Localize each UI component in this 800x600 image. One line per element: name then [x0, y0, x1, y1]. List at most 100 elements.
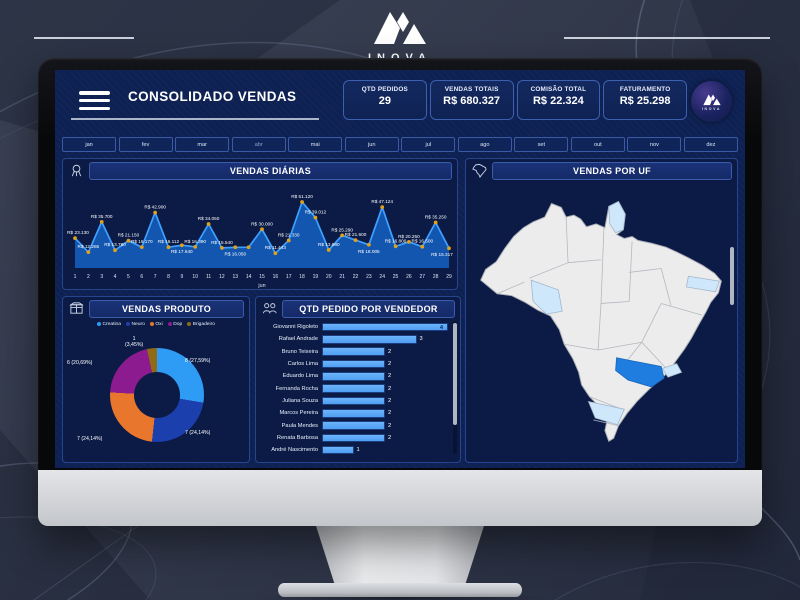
data-point-day-2[interactable] [86, 249, 91, 254]
panel-vendas-diarias: VENDAS DIÁRIAS R$ 23.130 1 R$ 12.265 2 R$ 35… [62, 158, 458, 290]
month-tab-jul[interactable]: jul [401, 137, 456, 152]
data-point-day-4[interactable] [113, 247, 117, 252]
vendor-bar[interactable] [322, 335, 417, 344]
dashboard-screen: CONSOLIDADO VENDAS QTD PEDIDOS 29 VENDAS … [55, 70, 745, 468]
month-tab-mar[interactable]: mar [175, 137, 230, 152]
month-tabs: jan fev mar abr mai jun jul ago set out nov dez [62, 137, 738, 152]
data-point-day-26[interactable] [407, 239, 411, 244]
legend-item-creatina[interactable]: Creatina [97, 322, 121, 327]
legend-dot-brigadeiro [187, 322, 192, 326]
data-point-day-27[interactable] [420, 244, 425, 249]
data-point-day-6[interactable] [139, 244, 144, 249]
x-axis-day-14: 14 [246, 274, 252, 280]
vendor-bar[interactable] [322, 408, 385, 418]
data-point-day-17[interactable] [286, 238, 291, 242]
data-point-day-22[interactable] [353, 237, 358, 242]
data-point-day-24[interactable] [380, 204, 385, 209]
x-axis-day-17: 17 [286, 274, 292, 280]
data-point-day-19[interactable] [313, 215, 318, 220]
point-label-day-1: R$ 23.130 [67, 230, 89, 235]
daily-sales-line-chart[interactable]: R$ 23.130 1 R$ 12.265 2 R$ 35.700 3 R$ 13.780 4… [63, 182, 457, 290]
vendor-value: 2 [388, 373, 392, 380]
vendor-name: Bruno Teixeira [281, 348, 318, 355]
vendor-scrollbar-thumb[interactable] [453, 323, 457, 425]
x-axis-day-10: 10 [192, 274, 198, 280]
data-point-day-1[interactable] [73, 235, 77, 240]
data-point-day-20[interactable] [326, 247, 331, 252]
vendor-row: André Nascimento 1 [260, 444, 448, 456]
data-point-day-11[interactable] [206, 221, 211, 226]
x-axis-day-7: 7 [154, 274, 157, 280]
data-point-day-25[interactable] [393, 243, 398, 248]
x-axis-day-8: 8 [167, 274, 170, 280]
month-tab-nov[interactable]: nov [627, 137, 682, 152]
data-point-day-12[interactable] [220, 245, 224, 250]
data-point-day-21[interactable] [340, 232, 345, 237]
brazil-choropleth-map[interactable] [471, 184, 733, 452]
month-tab-fev[interactable]: fev [118, 137, 173, 152]
data-point-day-29[interactable] [447, 245, 451, 250]
month-tab-jun[interactable]: jun [344, 137, 399, 152]
month-tab-abr[interactable]: abr [231, 137, 286, 152]
vendor-value: 2 [388, 410, 392, 417]
point-label-day-16: R$ 11.443 [265, 245, 287, 250]
monitor-stand-neck [315, 524, 485, 586]
data-point-day-18[interactable] [300, 199, 304, 204]
vendor-bar[interactable]: 4 [322, 322, 448, 332]
vendor-bar[interactable] [322, 396, 385, 406]
data-point-day-13[interactable] [233, 244, 238, 249]
vendor-bar[interactable] [322, 433, 385, 443]
product-donut-area: Creatina Neuro Oxi Dop Brigadeiro 8 (27,59%)… [63, 320, 249, 458]
month-tab-set[interactable]: set [514, 137, 569, 152]
point-label-day-2: R$ 12.265 [78, 244, 100, 249]
map-light-highlighted-states[interactable] [530, 200, 720, 425]
x-axis-day-1: 1 [74, 274, 77, 280]
legend-item-dop[interactable]: Dop [167, 322, 182, 327]
month-tab-mai[interactable]: mai [288, 137, 343, 152]
data-point-day-14[interactable] [246, 244, 251, 249]
x-axis-day-5: 5 [127, 274, 130, 280]
legend-item-oxi[interactable]: Oxi [149, 322, 163, 327]
vendor-bar[interactable] [322, 359, 385, 369]
vendor-row: Renata Barbosa 2 [260, 432, 448, 444]
vendor-bar[interactable] [322, 421, 385, 430]
map-scrollbar-thumb[interactable] [730, 247, 734, 305]
month-tab-jan[interactable]: jan [62, 137, 117, 152]
month-tab-ago[interactable]: ago [457, 137, 512, 152]
vendor-name: Rafael Andrade [278, 336, 318, 343]
panel-vendas-produto: VENDAS PRODUTO Creatina Neuro Oxi Dop Brigad… [62, 296, 250, 463]
x-axis-day-3: 3 [100, 274, 103, 280]
data-point-day-3[interactable] [99, 219, 104, 224]
data-point-day-10[interactable] [193, 244, 198, 249]
vendor-name: André Nascimento [271, 447, 318, 454]
point-label-day-10: R$ 16.390 [184, 238, 206, 243]
data-point-day-16[interactable] [273, 250, 278, 255]
data-point-day-9[interactable] [179, 242, 184, 247]
legend-item-neuro[interactable]: Neuro [126, 322, 145, 327]
data-point-day-28[interactable] [433, 220, 438, 224]
menu-icon[interactable] [79, 91, 110, 111]
x-axis-day-9: 9 [180, 274, 183, 280]
vendor-value: 2 [388, 348, 392, 355]
vendor-bar[interactable] [322, 445, 354, 455]
data-point-day-7[interactable] [153, 210, 158, 215]
vendor-bar[interactable] [322, 384, 385, 393]
map-strong-highlighted-state[interactable] [614, 356, 665, 387]
vendor-row: Marcos Pereira 2 [260, 407, 448, 419]
data-point-day-23[interactable] [366, 242, 371, 247]
product-donut-chart[interactable] [110, 347, 204, 442]
data-point-day-5[interactable] [126, 238, 131, 243]
vendor-name: Juliana Souza [282, 397, 318, 404]
data-point-day-15[interactable] [260, 226, 264, 231]
monitor-chin [38, 470, 762, 526]
month-tab-out[interactable]: out [570, 137, 625, 152]
point-label-day-23: R$ 18.005 [358, 248, 380, 253]
point-label-day-27: R$ 16.500 [411, 238, 433, 243]
month-tab-dez[interactable]: dez [683, 137, 738, 152]
data-point-day-8[interactable] [166, 244, 171, 249]
legend-item-brigadeiro[interactable]: Brigadeiro [187, 322, 215, 327]
vendor-bar[interactable] [322, 372, 385, 381]
vendor-bar[interactable] [322, 347, 385, 357]
vendor-value: 2 [388, 385, 392, 392]
brazil-map-icon [472, 164, 487, 179]
